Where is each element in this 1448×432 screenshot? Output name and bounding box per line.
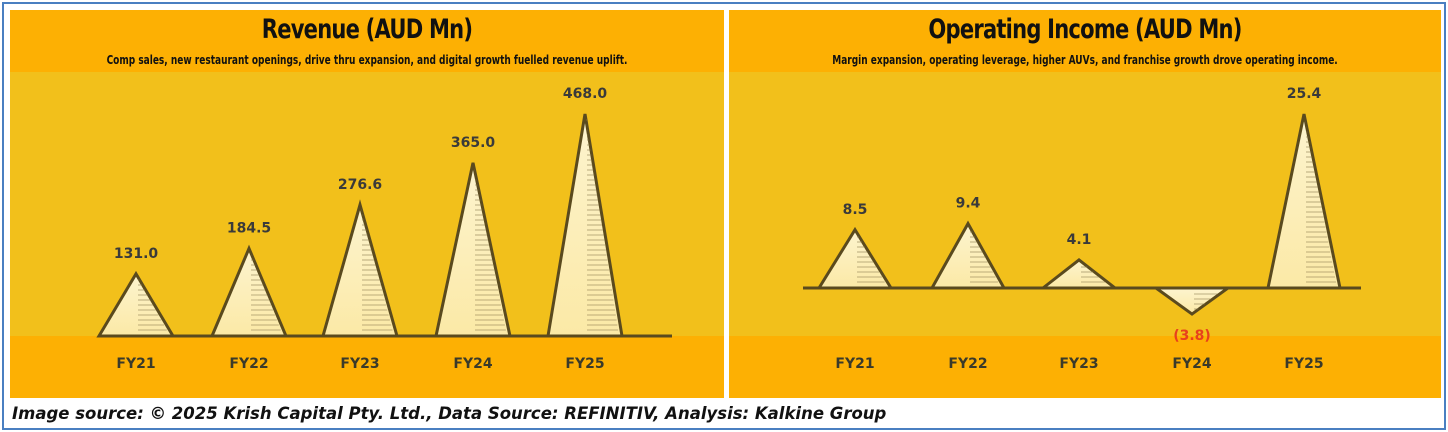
operating-income-peak-fy23 (1038, 258, 1120, 290)
revenue-peak-fy24 (434, 162, 512, 338)
operating-income-chart-title: Operating Income (AUD Mn) (928, 14, 1242, 45)
revenue-chart-subtitle: Comp sales, new restaurant openings, dri… (106, 52, 628, 67)
revenue-category-label: FY22 (229, 356, 268, 372)
operating-income-peak-fy25 (1266, 113, 1342, 290)
revenue-peak-fy23 (321, 199, 399, 338)
operating-income-value-label: 4.1 (1067, 232, 1092, 248)
source-note: Image source: © 2025 Krish Capital Pty. … (12, 404, 887, 423)
operating-income-chart-subtitle: Margin expansion, operating leverage, hi… (832, 52, 1338, 67)
operating-income-chart: 8.5 FY21 9.4 FY22 4.1 FY23 (3.8) FY24 25.4 FY25 (803, 86, 1361, 372)
revenue-value-label: 365.0 (451, 135, 496, 151)
operating-income-value-label: 9.4 (956, 196, 981, 212)
operating-income-header-band (729, 10, 1441, 72)
revenue-value-label: 468.0 (563, 86, 608, 102)
operating-income-peak-fy21 (816, 226, 894, 290)
operating-income-category-label: FY23 (1059, 356, 1098, 372)
revenue-panel: Revenue (AUD Mn) Comp sales, new restaur… (10, 10, 724, 398)
operating-income-value-label: 8.5 (843, 202, 868, 218)
revenue-category-label: FY25 (565, 356, 604, 372)
revenue-peak-fy21 (96, 270, 176, 338)
revenue-header-band (10, 10, 724, 72)
operating-income-panel: Operating Income (AUD Mn) Margin expansi… (729, 10, 1441, 398)
operating-income-category-label: FY24 (1172, 356, 1211, 372)
revenue-category-label: FY21 (116, 356, 155, 372)
operating-income-peak-fy22 (929, 220, 1007, 290)
revenue-value-label: 131.0 (114, 246, 159, 262)
revenue-category-label: FY23 (340, 356, 379, 372)
operating-income-value-label: 25.4 (1287, 86, 1322, 102)
operating-income-category-label: FY22 (948, 356, 987, 372)
revenue-value-label: 276.6 (338, 177, 382, 193)
revenue-category-label: FY24 (453, 356, 492, 372)
revenue-peak-fy22 (209, 244, 289, 338)
revenue-peak-fy25 (546, 113, 624, 338)
operating-income-category-label: FY25 (1284, 356, 1323, 372)
operating-income-peak-fy24 (1151, 286, 1233, 316)
operating-income-axis-band (729, 336, 1441, 398)
operating-income-category-label: FY21 (835, 356, 874, 372)
revenue-value-label: 184.5 (227, 220, 271, 236)
operating-income-value-label: (3.8) (1173, 328, 1211, 344)
revenue-chart-title: Revenue (AUD Mn) (261, 14, 473, 45)
revenue-chart: 131.0 FY21 184.5 FY22 276.6 FY23 365.0 FY24 468.… (96, 86, 672, 372)
revenue-axis-band (10, 336, 724, 398)
